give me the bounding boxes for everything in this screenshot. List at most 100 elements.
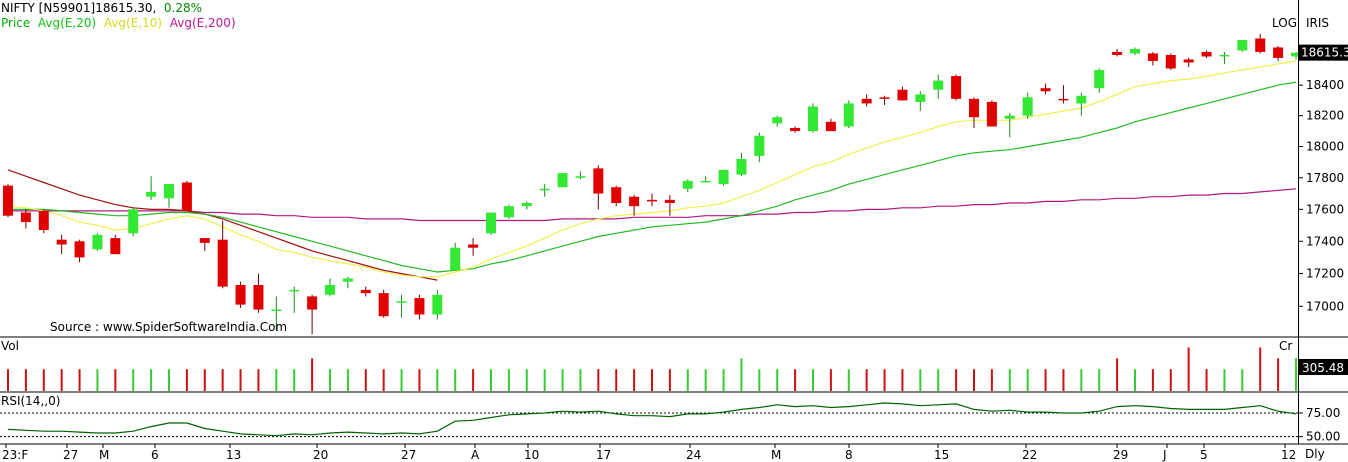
candle-body-54 [969, 98, 979, 118]
volume-bar-4 [78, 369, 81, 391]
volume-bar-53 [955, 369, 958, 391]
timeframe-label[interactable]: Dly [1305, 447, 1325, 461]
candle-body-19 [342, 278, 353, 282]
candle-body-44 [790, 127, 801, 132]
last-price-label: 18615.30, [95, 1, 157, 15]
candle-body-64 [1147, 53, 1158, 61]
volume-bar-12 [221, 369, 224, 391]
volume-bar-34 [615, 369, 618, 391]
last-volume-box [1299, 359, 1348, 375]
volume-bar-43 [776, 369, 779, 391]
source-credit: Source : www.SpiderSoftwareIndia.Com [50, 320, 288, 334]
candle-body-61 [1094, 70, 1105, 89]
volume-bar-8 [150, 369, 153, 391]
slow-ma-path [7, 169, 438, 281]
legend-ema200: Avg(E,200) [169, 16, 236, 30]
volume-bar-36 [651, 369, 653, 391]
candle-body-24 [432, 294, 443, 315]
rsi-tick-label-1: 50.00 [1306, 430, 1340, 444]
date-tick-label-11: M [771, 448, 781, 462]
candle-body-12 [217, 239, 228, 287]
date-tick-label-8: 10 [524, 448, 539, 462]
volume-bar-44 [794, 369, 797, 391]
price-tick-label-4: 17600 [1306, 202, 1344, 216]
candle-body-55 [986, 101, 997, 127]
chart-header: NIFTY [N59901]18615.30, 0.28% [1, 1, 202, 15]
date-tick-label-5: 20 [313, 448, 328, 462]
candle-body-30 [539, 188, 550, 191]
candle-body-26 [468, 244, 479, 248]
volume-bar-17 [311, 358, 314, 391]
ema20-line [8, 81, 1297, 273]
candle-body-4 [74, 241, 85, 258]
volume-bar-65 [1169, 369, 1172, 391]
volume-bar-6 [114, 369, 117, 391]
log-toggle[interactable]: LOG [1272, 16, 1298, 30]
candle-body-6 [110, 238, 121, 255]
volume-bar-68 [1223, 369, 1226, 391]
legend-ema20: Avg(E,20) [37, 16, 97, 30]
ema200-path [8, 188, 1297, 222]
volume-bar-22 [400, 369, 403, 391]
legend: Price Avg(E,20) Avg(E,10) Avg(E,200) [1, 16, 236, 30]
candle-body-3 [56, 239, 67, 245]
price-axis: 18400 18200 18000 17800 17600 17400 17200 17000 [1298, 78, 1344, 313]
candle-body-16 [289, 289, 300, 292]
candle-body-62 [1112, 51, 1123, 55]
candle-body-41 [736, 159, 747, 175]
volume-bar-13 [239, 369, 242, 391]
volume-bar-67 [1205, 369, 1208, 391]
volume-bar-59 [1062, 369, 1065, 391]
candle-body-35 [629, 196, 640, 207]
volume-bar-70 [1259, 347, 1262, 391]
candle-body-9 [164, 184, 174, 199]
candle-body-1 [20, 212, 31, 223]
volume-bar-29 [525, 369, 528, 391]
candle-body-10 [181, 182, 192, 211]
volume-bar-42 [758, 369, 761, 391]
candle-body-67 [1201, 51, 1212, 57]
price-tick-label-6: 17200 [1306, 267, 1344, 281]
volume-bar-5 [96, 369, 99, 391]
date-tick-label-17: 5 [1200, 448, 1208, 462]
date-tick-label-14: 22 [1022, 448, 1037, 462]
iris-toggle[interactable]: IRIS [1306, 16, 1330, 30]
volume-bar-58 [1044, 369, 1047, 391]
date-tick-label-6: 27 [401, 448, 416, 462]
volume-bar-21 [382, 369, 385, 391]
candle-body-52 [933, 80, 944, 90]
date-tick-label-2: M [99, 448, 109, 462]
volume-bar-28 [507, 369, 510, 391]
candle-body-21 [378, 293, 389, 317]
volume-bar-60 [1080, 369, 1083, 391]
candle-body-57 [1022, 97, 1033, 116]
candle-body-69 [1237, 39, 1248, 51]
ema200-line [8, 188, 1297, 222]
candle-body-71 [1273, 47, 1284, 58]
candle-body-43 [772, 117, 783, 124]
volume-bar-40 [722, 369, 725, 391]
date-tick-label-7: A [471, 448, 480, 462]
change-percent-label: 0.28% [163, 1, 203, 15]
volume-bar-14 [257, 369, 260, 391]
candle-body-42 [754, 135, 765, 156]
candle-body-14 [253, 284, 264, 310]
candle-body-23 [414, 298, 425, 315]
volume-bar-0 [7, 369, 9, 391]
last-price-tag: 18615.3 [1299, 44, 1348, 61]
candle-body-28 [503, 206, 514, 218]
candle-body-56 [1004, 115, 1015, 119]
volume-bar-55 [990, 369, 993, 391]
rsi-axis: 75.00 50.00 [1298, 406, 1340, 444]
candle-body-63 [1130, 48, 1140, 54]
candle-body-22 [396, 301, 407, 303]
candle-body-70 [1255, 38, 1266, 52]
volume-bar-72 [1295, 358, 1297, 391]
ema20-path [8, 81, 1297, 273]
candle-body-58 [1040, 88, 1051, 92]
date-tick-label-3: 6 [151, 448, 159, 462]
date-tick-label-16: J [1162, 448, 1167, 462]
volume-bar-48 [865, 369, 868, 391]
panel-frames [0, 0, 1348, 445]
